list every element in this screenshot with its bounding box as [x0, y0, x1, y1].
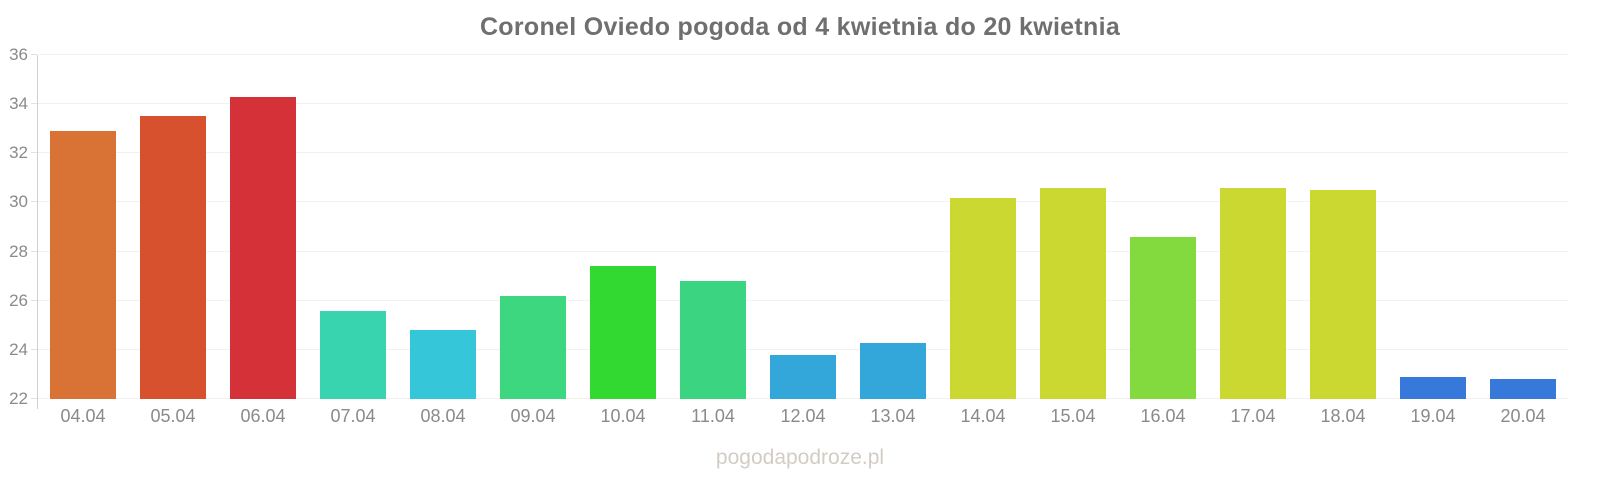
x-tick-label: 15.04 [1050, 406, 1096, 426]
bar-slot [1208, 55, 1298, 399]
y-tick-label: 26 [9, 290, 28, 310]
y-tick-mark [31, 201, 37, 203]
y-tick-label: 32 [9, 143, 28, 163]
bar-09.04 [500, 295, 566, 399]
bar-05.04 [140, 116, 206, 399]
bar-13.04 [860, 342, 926, 399]
gridline [38, 103, 1568, 105]
gridline [38, 152, 1568, 154]
x-tick-label: 08.04 [420, 406, 466, 426]
bar-06.04 [230, 96, 296, 399]
x-tick-label: 04.04 [60, 406, 106, 426]
bar-slot [38, 55, 128, 399]
chart-title: Coronel Oviedo pogoda od 4 kwietnia do 2… [479, 13, 1121, 41]
x-tick-label: 10.04 [600, 406, 646, 426]
bar-slot [218, 55, 308, 399]
y-tick-label: 36 [9, 45, 28, 64]
y-tick-mark [31, 398, 37, 399]
bar-17.04 [1220, 187, 1286, 399]
bar-15.04 [1040, 187, 1106, 399]
gridline [38, 348, 1568, 350]
bar-slot [668, 55, 758, 399]
x-tick-label: 07.04 [330, 406, 376, 426]
y-tick-label: 28 [9, 241, 28, 261]
y-tick-label: 30 [9, 192, 28, 212]
bar-11.04 [680, 281, 746, 399]
gridline [38, 299, 1568, 301]
bar-08.04 [410, 330, 476, 399]
bar-slot [398, 55, 488, 399]
bar-slot [848, 55, 938, 399]
bar-14.04 [950, 197, 1016, 399]
bar-16.04 [1130, 236, 1196, 399]
x-tick-label: 17.04 [1230, 406, 1276, 426]
y-axis-line [37, 55, 38, 409]
y-tick-mark [31, 250, 37, 252]
y-tick-mark [31, 348, 37, 350]
x-tick-label: 12.04 [780, 406, 826, 426]
x-tick-label: 19.04 [1410, 406, 1456, 426]
bar-slot [1118, 55, 1208, 399]
bar-slot [938, 55, 1028, 399]
bar-19.04 [1400, 376, 1466, 399]
bars-container [38, 55, 1568, 399]
y-tick-mark [31, 54, 37, 55]
bar-slot [308, 55, 398, 399]
bar-18.04 [1310, 190, 1376, 399]
x-tick-label: 06.04 [240, 406, 286, 426]
x-tick-label: 14.04 [960, 406, 1006, 426]
watermark: pogodapodroze.pl [715, 446, 885, 469]
x-axis: 04.04 05.04 06.04 07.04 08.04 09.04 10.04 11.04… [38, 406, 1568, 427]
plot-area: 22 24 26 28 30 32 34 36 04.04 05.04 06.04 07.04 08.… [9, 46, 1568, 426]
y-tick-label: 24 [9, 339, 28, 359]
bar-slot [1478, 55, 1568, 399]
bar-slot [488, 55, 578, 399]
y-tick-mark [31, 103, 37, 105]
gridline [38, 54, 1568, 55]
gridline [38, 250, 1568, 252]
y-tick-label: 22 [9, 389, 28, 408]
y-axis: 22 24 26 28 30 32 34 36 [0, 46, 28, 408]
bar-slot [1298, 55, 1388, 399]
x-tick-label: 18.04 [1320, 406, 1366, 426]
bar-slot [578, 55, 668, 399]
x-tick-label: 11.04 [691, 406, 735, 426]
gridline [38, 201, 1568, 203]
bar-slot [758, 55, 848, 399]
y-tick-mark [31, 152, 37, 154]
y-tick-mark [31, 299, 37, 301]
bar-20.04 [1490, 379, 1556, 399]
bar-12.04 [770, 354, 836, 399]
x-tick-label: 05.04 [150, 406, 196, 426]
bar-07.04 [320, 310, 386, 399]
x-tick-label: 09.04 [510, 406, 556, 426]
bar-10.04 [590, 266, 656, 399]
bar-slot [128, 55, 218, 399]
x-tick-label: 16.04 [1140, 406, 1186, 426]
bar-slot [1028, 55, 1118, 399]
bar-slot [1388, 55, 1478, 399]
bar-04.04 [50, 131, 116, 399]
x-tick-label: 20.04 [1500, 406, 1546, 426]
y-tick-label: 34 [9, 94, 28, 114]
x-tick-label: 13.04 [870, 406, 916, 426]
